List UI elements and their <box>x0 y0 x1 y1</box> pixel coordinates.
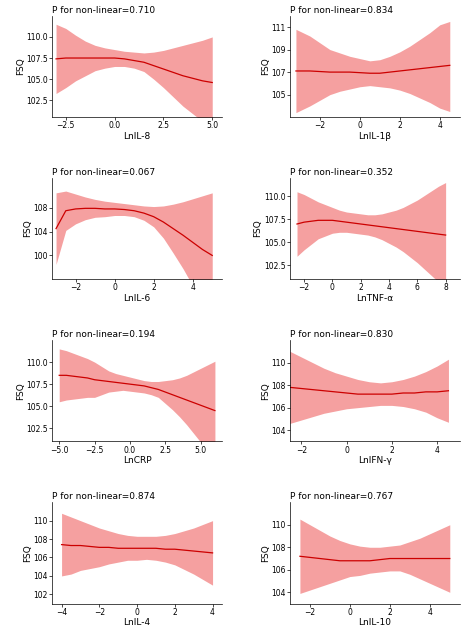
Y-axis label: FSQ: FSQ <box>254 220 263 238</box>
X-axis label: LnIL-1β: LnIL-1β <box>358 131 392 141</box>
Text: P for non-linear=0.834: P for non-linear=0.834 <box>290 6 393 15</box>
Text: P for non-linear=0.830: P for non-linear=0.830 <box>290 331 393 339</box>
Y-axis label: FSQ: FSQ <box>16 58 25 75</box>
Text: P for non-linear=0.194: P for non-linear=0.194 <box>52 331 155 339</box>
Y-axis label: FSQ: FSQ <box>261 58 270 75</box>
X-axis label: LnIL-6: LnIL-6 <box>123 294 151 303</box>
Text: P for non-linear=0.710: P for non-linear=0.710 <box>52 6 155 15</box>
Y-axis label: FSQ: FSQ <box>23 220 32 238</box>
Y-axis label: FSQ: FSQ <box>16 382 25 399</box>
Text: P for non-linear=0.352: P for non-linear=0.352 <box>290 168 393 177</box>
X-axis label: LnCRP: LnCRP <box>123 456 151 465</box>
Text: P for non-linear=0.874: P for non-linear=0.874 <box>52 492 155 501</box>
X-axis label: LnIL-4: LnIL-4 <box>124 618 151 627</box>
Text: P for non-linear=0.067: P for non-linear=0.067 <box>52 168 155 177</box>
X-axis label: LnTNF-α: LnTNF-α <box>356 294 393 303</box>
X-axis label: LnIL-10: LnIL-10 <box>358 618 392 627</box>
Y-axis label: FSQ: FSQ <box>261 544 270 562</box>
Y-axis label: FSQ: FSQ <box>23 544 32 562</box>
Text: P for non-linear=0.767: P for non-linear=0.767 <box>290 492 393 501</box>
X-axis label: LnIFN-γ: LnIFN-γ <box>358 456 392 465</box>
X-axis label: LnIL-8: LnIL-8 <box>123 131 151 141</box>
Y-axis label: FSQ: FSQ <box>261 382 270 399</box>
